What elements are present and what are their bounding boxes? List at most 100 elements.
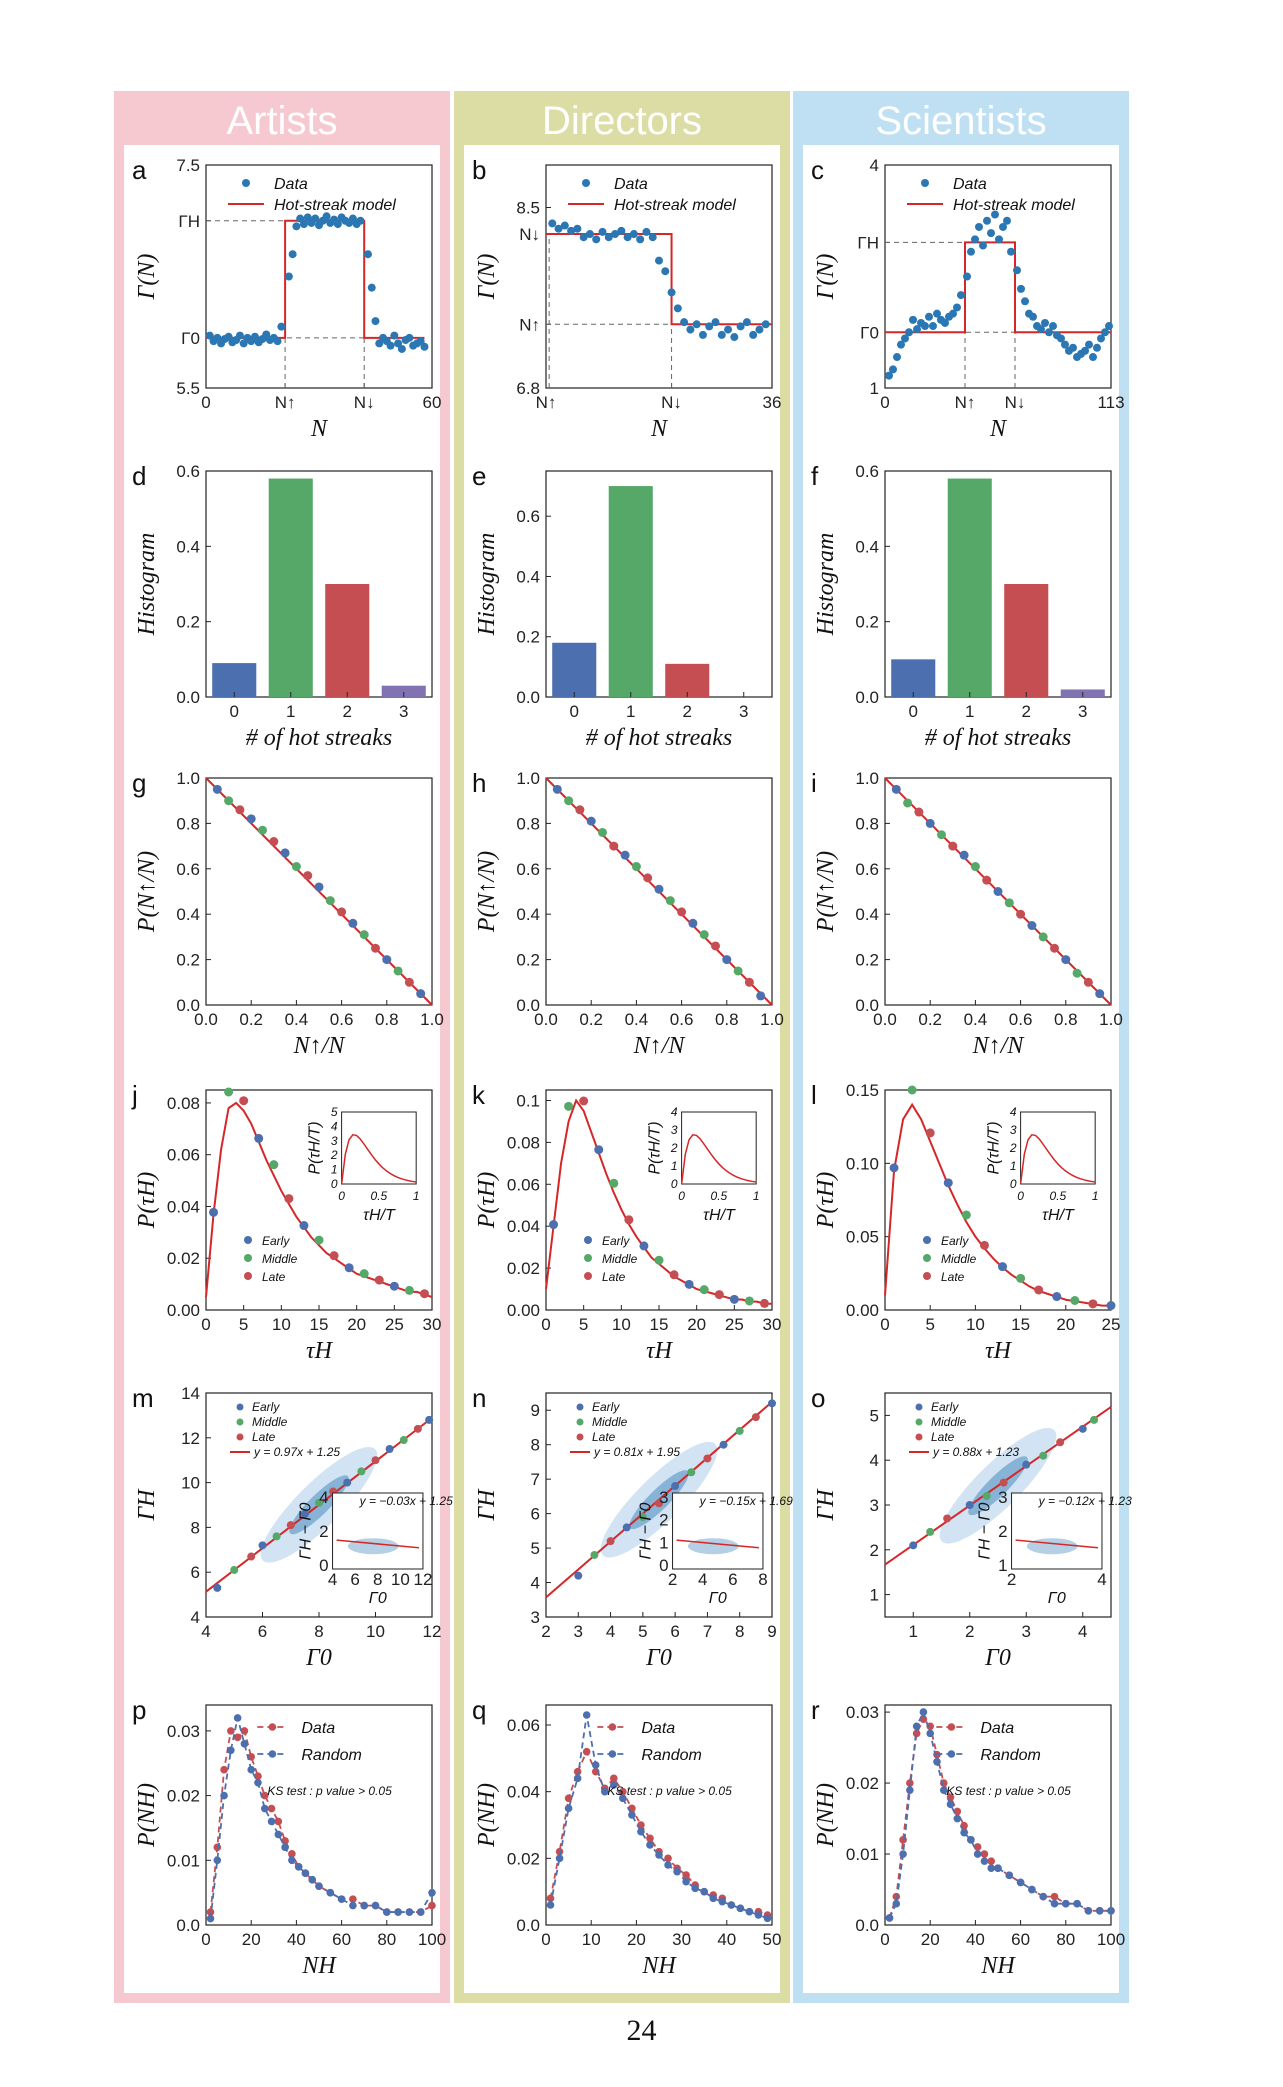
panel-letter: f — [811, 461, 819, 491]
x-tick-label: 0.4 — [285, 1010, 309, 1029]
column-title-1: Directors — [542, 99, 702, 143]
series-point — [912, 1722, 921, 1731]
series-point — [326, 1888, 335, 1897]
x-tick-label: 3 — [399, 702, 408, 721]
y-axis-label: P(NH) — [813, 1783, 839, 1848]
data-point — [982, 875, 992, 885]
y-tick-label: 0.02 — [167, 1249, 200, 1268]
x-tick-label: 10 — [612, 1315, 631, 1334]
inset-frame — [681, 1111, 757, 1185]
plot-frame — [205, 777, 433, 1006]
inset-curve — [1019, 1134, 1096, 1185]
x-tick-label: 1 — [286, 702, 295, 721]
data-point — [654, 1255, 664, 1265]
inset-y-tick: 4 — [331, 1119, 338, 1133]
data-point — [1004, 898, 1014, 908]
data-point — [590, 1550, 599, 1559]
series-point — [220, 1765, 228, 1774]
data-point — [1105, 322, 1113, 331]
data-point — [367, 283, 376, 292]
panel-q: q NH P(NH) 0 10 20 30 40 50 0.0 0.02 0.04 0.06 Data Ra… — [472, 1695, 781, 1979]
y-tick-label: 9 — [531, 1401, 540, 1420]
inset-y-tick: 2 — [1009, 1141, 1017, 1155]
data-point — [961, 1210, 971, 1220]
legend-marker — [236, 1433, 244, 1441]
data-point — [292, 222, 301, 231]
series-point — [994, 1864, 1002, 1873]
x-axis-label: N↑/N — [293, 1033, 347, 1059]
series-point — [664, 1854, 672, 1863]
series-point — [294, 1862, 303, 1871]
x-tick-label: 6 — [670, 1622, 679, 1641]
series-point — [912, 1729, 921, 1738]
data-point — [661, 267, 670, 276]
panel-letter: c — [811, 155, 824, 185]
series-point — [987, 1857, 996, 1865]
series-point — [973, 1843, 982, 1851]
y-tick-label: 3 — [870, 1496, 879, 1515]
x-tick-label: 40 — [966, 1930, 985, 1949]
x-tick-label: 10 — [582, 1930, 601, 1949]
data-point — [729, 1294, 739, 1304]
ks-annotation: KS test : p value > 0.05 — [267, 1784, 392, 1798]
data-point — [1029, 312, 1037, 321]
plot-frame — [884, 470, 1112, 698]
data-point — [624, 1215, 634, 1225]
data-point — [1072, 968, 1082, 978]
x-tick-label: 10 — [366, 1622, 385, 1641]
legend-marker — [244, 1272, 252, 1280]
panel-d: d # of hot streaks Histogram 0 1 2 3 0.0 0.2 0.4 0… — [132, 461, 433, 751]
y-tick-label: 0.6 — [176, 462, 200, 481]
inset-x-tick: 1 — [1092, 1189, 1099, 1203]
panel-letter: l — [811, 1080, 817, 1110]
legend-marker — [915, 1433, 923, 1441]
data-point — [929, 322, 937, 331]
series-point — [428, 1888, 436, 1897]
legend-fit-label: y = 0.88x + 1.23 — [932, 1445, 1019, 1459]
y-tick-label: ΓH — [857, 233, 879, 252]
legend-label: Random — [980, 1747, 1040, 1764]
plot-frame — [545, 777, 773, 1006]
series-point — [213, 1843, 222, 1852]
series-point — [610, 1781, 618, 1789]
legend-marker — [268, 1723, 277, 1731]
fit-line — [884, 1406, 1112, 1566]
x-tick-label: 12 — [423, 1622, 442, 1641]
data-point — [967, 247, 975, 256]
data-point — [359, 1269, 369, 1279]
series-point — [1016, 1878, 1025, 1887]
data-point — [629, 230, 638, 239]
data-point — [594, 1145, 604, 1155]
y-tick-label: 0.01 — [846, 1845, 879, 1864]
inset-frame — [341, 1111, 417, 1185]
data-point — [606, 1537, 615, 1546]
y-axis-label: ΓH — [474, 1488, 500, 1522]
y-axis-label: P(N↑/N) — [134, 851, 160, 933]
y-tick-label: 0.01 — [167, 1851, 200, 1870]
x-tick-label: 4 — [1078, 1622, 1087, 1641]
panel-letter: b — [472, 155, 486, 185]
series-point — [600, 1787, 609, 1796]
inset-y-label: P(τH/T) — [307, 1121, 324, 1174]
legend-marker — [608, 1750, 617, 1758]
data-point — [1090, 1415, 1099, 1424]
y-axis-label: Γ(N) — [474, 254, 500, 301]
data-point — [711, 941, 720, 951]
data-point — [755, 325, 764, 334]
data-point — [891, 784, 901, 794]
legend-marker — [244, 1236, 252, 1244]
y-axis-label: P(NH) — [474, 1783, 500, 1848]
data-point — [759, 1298, 769, 1308]
inset-frame — [1020, 1111, 1096, 1185]
x-tick-label: 100 — [1097, 1930, 1125, 1949]
x-tick-label: 5 — [925, 1315, 934, 1334]
legend-marker — [608, 1723, 617, 1731]
data-point — [374, 1275, 384, 1285]
series-point — [371, 1901, 380, 1910]
y-tick-label: ΓH — [178, 212, 200, 231]
data-point — [303, 871, 313, 881]
inset-y-tick: 1 — [659, 1533, 668, 1552]
